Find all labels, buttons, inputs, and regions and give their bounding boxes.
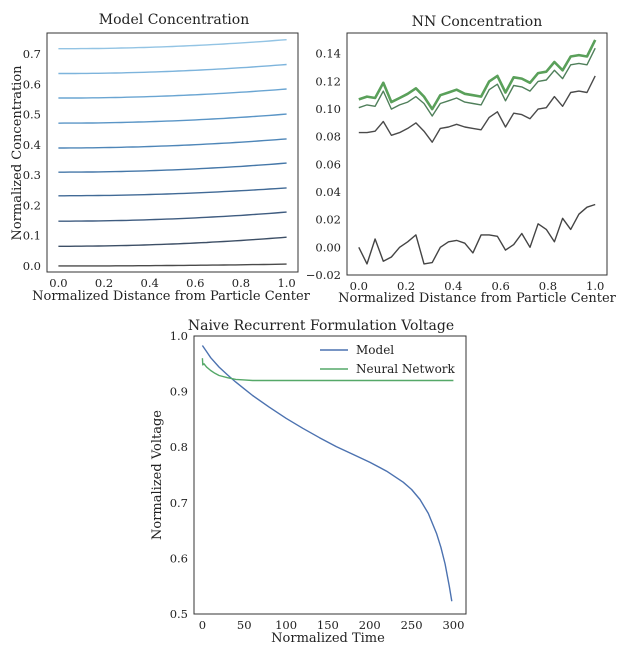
chart-title: NN Concentration — [412, 14, 542, 30]
y-tick-label: 0.7 — [23, 47, 41, 61]
x-tick-label: 150 — [317, 618, 339, 632]
y-tick-label: 0.9 — [170, 385, 188, 399]
plot-area: 0 50 100 150 200 250 300 0.5 0.6 0.7 0.8 0.9 1.0 Mode… — [170, 329, 467, 632]
plot-frame — [346, 32, 608, 276]
x-tick-label: 200 — [359, 618, 381, 632]
legend-label: Neural Network — [356, 362, 456, 376]
x-tick-label: 0.4 — [141, 276, 159, 290]
y-tick-label: 0.1 — [23, 229, 41, 243]
y-tick-label: 0.06 — [315, 157, 341, 171]
panel-voltage: Naive Recurrent Formulation Voltage Norm… — [150, 318, 467, 646]
x-tick-label: 1.0 — [277, 276, 295, 290]
y-tick-label: 0.4 — [23, 138, 41, 152]
series-line-0 — [58, 263, 287, 267]
y-tick-label: 0.12 — [315, 74, 341, 88]
panel-nn-concentration: NN Concentration Normalized Distance fro… — [306, 14, 617, 306]
x-tick-label: 1.0 — [586, 279, 604, 293]
x-tick-label: 50 — [237, 618, 252, 632]
series-line-2 — [58, 211, 287, 222]
series-line-5 — [58, 138, 287, 149]
series-line-1 — [358, 75, 596, 143]
x-tick-label: 0 — [199, 618, 206, 632]
series-line-8 — [58, 63, 287, 75]
y-axis-label: Normalized Voltage — [150, 410, 165, 540]
x-tick-label: 0.4 — [444, 279, 462, 293]
x-axis-label: Normalized Time — [271, 631, 385, 646]
x-tick-label: 100 — [275, 618, 297, 632]
y-tick-label: 0.8 — [170, 440, 188, 454]
plot-frame — [46, 32, 299, 273]
y-tick-label: 0.0 — [23, 259, 41, 273]
x-tick-label: 0.0 — [350, 279, 368, 293]
x-tick-label: 0.6 — [186, 276, 204, 290]
panel-model-concentration: Model Concentration Normalized Distance … — [10, 12, 311, 304]
y-tick-label: 0.2 — [23, 198, 41, 212]
x-tick-label: 0.6 — [491, 279, 509, 293]
y-tick-label: 0.10 — [315, 102, 341, 116]
y-tick-label: 0.04 — [315, 185, 341, 199]
x-tick-label: 0.2 — [397, 279, 415, 293]
series-line-2 — [358, 47, 596, 117]
chart-title: Naive Recurrent Formulation Voltage — [188, 318, 454, 334]
series-line-6 — [58, 113, 287, 124]
y-tick-label: 0.5 — [170, 607, 188, 621]
x-axis-label: Normalized Distance from Particle Center — [32, 289, 311, 304]
plot-area: 0.0 0.2 0.4 0.6 0.8 1.0 −0.02 0.00 0.02 0.04 0.06 0… — [306, 32, 608, 293]
series-line-1 — [58, 236, 287, 247]
y-tick-label: 0.7 — [170, 496, 188, 510]
x-tick-label: 0.2 — [95, 276, 113, 290]
x-axis-label: Normalized Distance from Particle Center — [338, 291, 617, 306]
series-line-0 — [201, 345, 453, 602]
y-tick-label: 0.02 — [315, 213, 341, 227]
x-tick-label: 250 — [401, 618, 423, 632]
y-tick-label: −0.02 — [306, 268, 341, 282]
y-tick-label: 0.6 — [23, 77, 41, 91]
y-tick-label: 0.6 — [170, 551, 188, 565]
series-line-4 — [58, 162, 287, 173]
series-line-3 — [358, 39, 597, 111]
y-tick-label: 0.00 — [315, 240, 341, 254]
x-tick-label: 0.0 — [49, 276, 67, 290]
series-line-7 — [58, 88, 287, 99]
x-tick-label: 0.8 — [539, 279, 557, 293]
plot-area: 0.0 0.2 0.4 0.6 0.8 1.0 0.0 0.1 0.2 0.3 0.4 0.5 0.6 0… — [23, 32, 299, 290]
x-tick-label: 0.8 — [232, 276, 250, 290]
series-line-3 — [58, 187, 287, 197]
y-tick-label: 1.0 — [170, 329, 188, 343]
x-tick-label: 300 — [442, 618, 464, 632]
chart-title: Model Concentration — [99, 12, 249, 28]
y-tick-label: 0.08 — [315, 130, 341, 144]
series-line-1 — [201, 358, 454, 382]
series-line-9 — [58, 39, 287, 50]
legend-label: Model — [356, 343, 394, 357]
y-axis-label: Normalized Concentration — [10, 65, 25, 241]
plot-frame — [193, 335, 467, 615]
series-line-0 — [358, 203, 596, 265]
y-tick-label: 0.14 — [315, 47, 341, 61]
y-tick-label: 0.5 — [23, 108, 41, 122]
y-tick-label: 0.3 — [23, 168, 41, 182]
